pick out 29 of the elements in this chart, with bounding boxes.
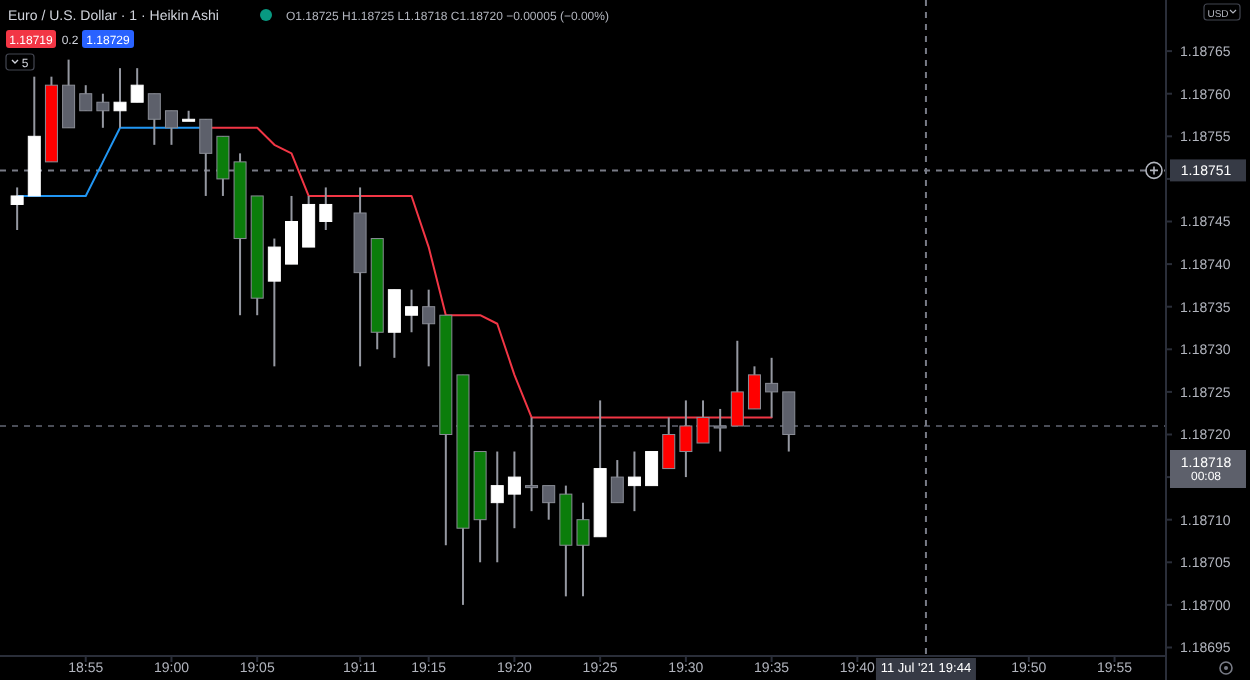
candlestick	[662, 416, 676, 470]
candlestick	[542, 484, 556, 521]
candlestick	[525, 416, 539, 513]
candlestick	[765, 356, 779, 419]
candlestick	[645, 451, 659, 487]
candlestick	[285, 194, 298, 266]
candlestick	[387, 288, 401, 359]
candlestick	[422, 288, 436, 368]
candlestick	[164, 109, 178, 146]
candlestick	[10, 186, 24, 232]
candlestick	[490, 450, 504, 564]
candlestick	[782, 390, 796, 453]
candlestick	[319, 186, 333, 232]
candlestick	[147, 92, 161, 146]
candlestick	[610, 459, 624, 504]
candlestick	[199, 118, 213, 197]
candlestick	[507, 450, 521, 530]
candlestick	[627, 450, 641, 513]
candlestick	[130, 67, 144, 104]
candlestick	[747, 365, 761, 410]
candlestick	[730, 339, 744, 427]
candlestick	[302, 194, 316, 249]
candlestick	[405, 288, 419, 334]
candlestick	[713, 407, 727, 453]
candlestick	[79, 84, 93, 112]
candlestick	[62, 58, 76, 129]
candlestick	[267, 237, 281, 368]
candlestick	[96, 92, 110, 129]
candlestick	[182, 109, 196, 122]
